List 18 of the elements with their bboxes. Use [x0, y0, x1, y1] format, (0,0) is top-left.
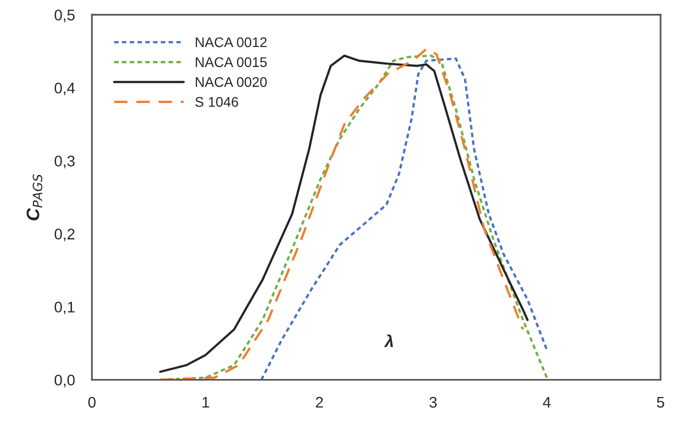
annotation: λ — [384, 334, 393, 347]
y-tick-label: 0,0 — [54, 374, 75, 388]
x-tick-label: 1 — [202, 397, 210, 408]
x-tick-label: 5 — [656, 397, 664, 408]
x-tick-label: 0 — [88, 396, 96, 408]
legend-label: NACA 0020 — [196, 77, 267, 87]
y-tick-label: 0,1 — [54, 302, 75, 314]
y-tick-label: 0,5 — [54, 10, 75, 22]
y-tick-label: 0,3 — [54, 156, 75, 168]
legend-label: NACA 0015 — [196, 57, 267, 68]
x-tick-label: 2 — [316, 396, 323, 408]
y-axis-title: C$_{PAGS}$ — [26, 174, 42, 220]
y-tick-label: 0,4 — [54, 82, 75, 96]
y-tick-label: 0,2 — [54, 228, 75, 242]
legend-label: NACA 0012 — [196, 37, 267, 48]
legend-label: S 1046 — [195, 97, 238, 107]
x-tick-label: 4 — [542, 397, 551, 408]
x-tick-label: 3 — [429, 396, 437, 408]
